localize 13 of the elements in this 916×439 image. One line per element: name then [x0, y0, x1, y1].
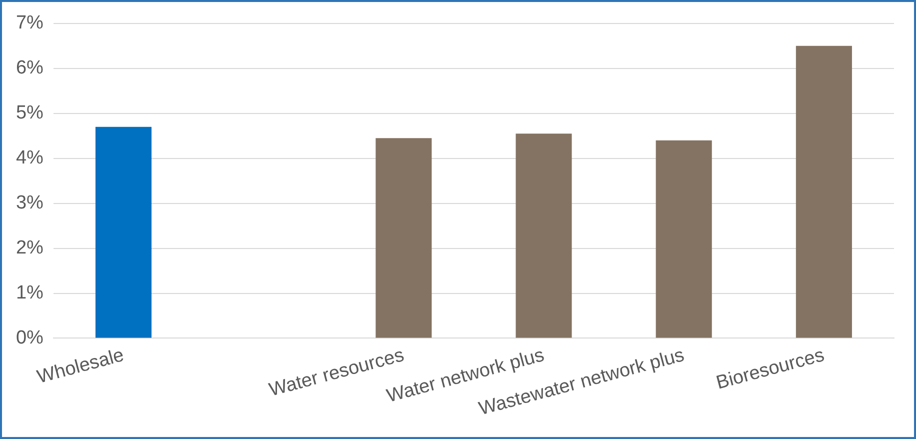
y-tick-label: 2% [16, 238, 44, 259]
bar [796, 46, 852, 338]
bar [376, 138, 432, 338]
y-tick-label: 5% [16, 102, 44, 124]
bar [516, 134, 572, 338]
y-tick-label: 6% [16, 58, 44, 79]
y-tick-label: 3% [16, 192, 44, 214]
y-tick-label: 7% [16, 12, 44, 34]
y-tick-label: 1% [16, 282, 44, 304]
y-tick-label: 0% [16, 327, 44, 348]
bar [95, 126, 152, 338]
bar [656, 140, 712, 338]
y-tick-label: 4% [16, 148, 44, 169]
